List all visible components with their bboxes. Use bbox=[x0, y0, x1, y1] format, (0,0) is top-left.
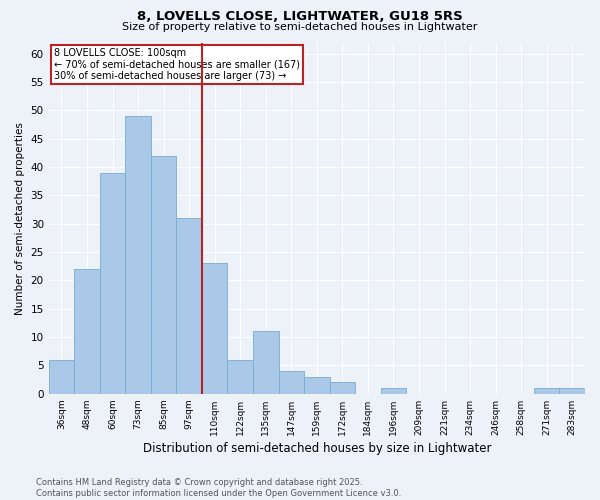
Bar bbox=[329, 382, 355, 394]
Bar bbox=[380, 388, 406, 394]
Bar bbox=[74, 269, 100, 394]
Text: Size of property relative to semi-detached houses in Lightwater: Size of property relative to semi-detach… bbox=[122, 22, 478, 32]
Bar bbox=[125, 116, 151, 394]
Text: 8 LOVELLS CLOSE: 100sqm
← 70% of semi-detached houses are smaller (167)
30% of s: 8 LOVELLS CLOSE: 100sqm ← 70% of semi-de… bbox=[54, 48, 300, 81]
Bar bbox=[151, 156, 176, 394]
Bar bbox=[176, 218, 202, 394]
Bar bbox=[304, 377, 329, 394]
Y-axis label: Number of semi-detached properties: Number of semi-detached properties bbox=[15, 122, 25, 314]
Bar bbox=[49, 360, 74, 394]
Bar bbox=[559, 388, 585, 394]
Bar bbox=[534, 388, 559, 394]
X-axis label: Distribution of semi-detached houses by size in Lightwater: Distribution of semi-detached houses by … bbox=[143, 442, 491, 455]
Bar bbox=[202, 264, 227, 394]
Text: Contains HM Land Registry data © Crown copyright and database right 2025.
Contai: Contains HM Land Registry data © Crown c… bbox=[36, 478, 401, 498]
Bar bbox=[227, 360, 253, 394]
Bar bbox=[100, 173, 125, 394]
Text: 8, LOVELLS CLOSE, LIGHTWATER, GU18 5RS: 8, LOVELLS CLOSE, LIGHTWATER, GU18 5RS bbox=[137, 10, 463, 23]
Bar bbox=[278, 371, 304, 394]
Bar bbox=[253, 332, 278, 394]
